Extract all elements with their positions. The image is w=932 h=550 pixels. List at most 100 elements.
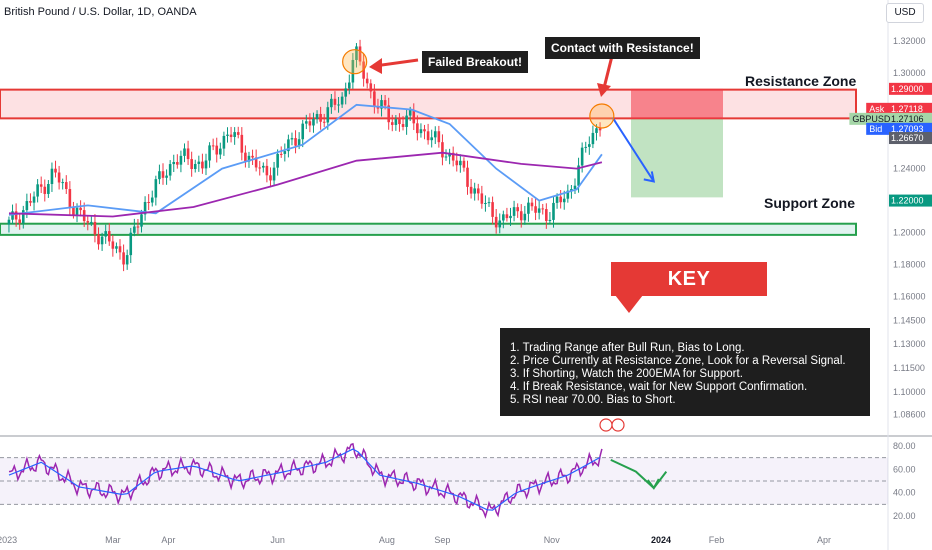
- candle-body: [480, 193, 484, 204]
- price-scale-label: 1.11500: [893, 363, 925, 373]
- candle-body: [487, 202, 491, 204]
- time-axis-label: 2024: [651, 535, 671, 545]
- candle-body: [79, 207, 82, 211]
- candle-body: [211, 145, 215, 147]
- candle-body: [219, 148, 222, 155]
- candle-body: [290, 138, 294, 140]
- candle-body: [548, 219, 552, 221]
- candle-body: [401, 124, 405, 127]
- candle-body: [387, 105, 390, 123]
- candle-body: [383, 100, 387, 106]
- candle-body: [222, 135, 226, 149]
- candle-body: [265, 165, 269, 176]
- candle-body: [57, 172, 61, 183]
- contact-resistance-callout: Contact with Resistance!: [545, 37, 700, 59]
- price-tag-label-bg: [849, 112, 889, 125]
- projection-arrowhead: [643, 171, 656, 183]
- candle-body: [283, 151, 287, 154]
- candle-body: [64, 182, 68, 190]
- time-axis-label: 2023: [0, 535, 17, 545]
- candle-body: [394, 119, 398, 125]
- candle-body: [125, 255, 129, 265]
- price-tag-value: 1.27106: [891, 114, 924, 124]
- candle-body: [193, 164, 197, 170]
- candle-body: [584, 146, 588, 148]
- price-tag-1: [889, 102, 932, 115]
- candle-body: [118, 246, 122, 253]
- candle-body: [580, 147, 584, 166]
- note-item: 2. Price Currently at Resistance Zone, L…: [510, 355, 846, 367]
- candle-body: [351, 59, 355, 83]
- breakout-highlight: [342, 49, 368, 75]
- candle-body: [287, 139, 290, 152]
- time-axis-label: Sep: [434, 535, 450, 545]
- candle-body: [473, 188, 476, 194]
- candle-body: [498, 220, 502, 228]
- candle-body: [247, 155, 251, 162]
- flag-icon: [611, 418, 625, 432]
- candle-body: [233, 132, 236, 137]
- candle-body: [258, 167, 262, 169]
- candle-body: [358, 46, 362, 62]
- candle-body: [459, 160, 462, 166]
- candle-body: [541, 208, 545, 210]
- candle-body: [491, 202, 494, 217]
- candle-body: [244, 152, 247, 162]
- note-item: 4. If Break Resistance, wait for New Sup…: [510, 381, 808, 393]
- candle-body: [165, 175, 168, 178]
- candle-body: [262, 165, 265, 168]
- candle-body: [455, 160, 459, 166]
- candle-body: [598, 128, 602, 131]
- candle-body: [39, 184, 43, 187]
- candle-body: [104, 231, 107, 237]
- failed-breakout-arrowhead: [369, 58, 382, 74]
- candle-body: [512, 207, 516, 216]
- take-profit-box: [631, 119, 723, 198]
- candle-body: [47, 184, 50, 194]
- key-takeaways-pointer: [615, 295, 643, 313]
- rsi-scale-label: 60.00: [893, 464, 916, 474]
- candle-body: [107, 231, 111, 242]
- candle-body: [161, 171, 165, 178]
- candle-body: [555, 196, 559, 203]
- price-tag-2: [889, 112, 932, 125]
- candle-body: [527, 202, 530, 214]
- candle-body: [115, 246, 118, 249]
- support-zone-label: Support Zone: [764, 195, 855, 211]
- candle-body: [297, 139, 301, 146]
- candle-body: [100, 236, 104, 245]
- candle-body: [75, 207, 79, 215]
- price-scale-label: 1.30000: [893, 68, 926, 78]
- candle-body: [505, 214, 509, 219]
- candle-body: [305, 121, 308, 124]
- candle-body: [276, 153, 279, 168]
- candle-body: [111, 241, 115, 249]
- candle-body: [530, 202, 534, 207]
- candle-body: [14, 211, 18, 220]
- candle-body: [340, 96, 344, 105]
- candle-body: [18, 219, 22, 224]
- key-takeaways-banner: KEY TAKEAWAYS: [611, 262, 767, 324]
- candle-body: [308, 121, 312, 126]
- candle-body: [133, 226, 136, 233]
- candle-body: [469, 186, 473, 194]
- candle-body: [147, 201, 150, 203]
- candle-body: [172, 161, 176, 165]
- candle-body: [562, 198, 566, 203]
- candle-body: [312, 119, 315, 126]
- candle-body: [419, 129, 423, 134]
- rsi-line: [8, 442, 603, 519]
- candle-body: [50, 168, 54, 185]
- candle-body: [140, 214, 143, 227]
- candle-body: [269, 175, 272, 181]
- currency-button[interactable]: USD: [886, 3, 924, 23]
- candle-body: [32, 196, 36, 203]
- candle-body: [229, 134, 233, 137]
- candle-body: [176, 161, 179, 165]
- candle-body: [545, 209, 548, 221]
- candle-body: [484, 203, 487, 205]
- candle-body: [93, 221, 97, 235]
- candle-body: [72, 207, 75, 215]
